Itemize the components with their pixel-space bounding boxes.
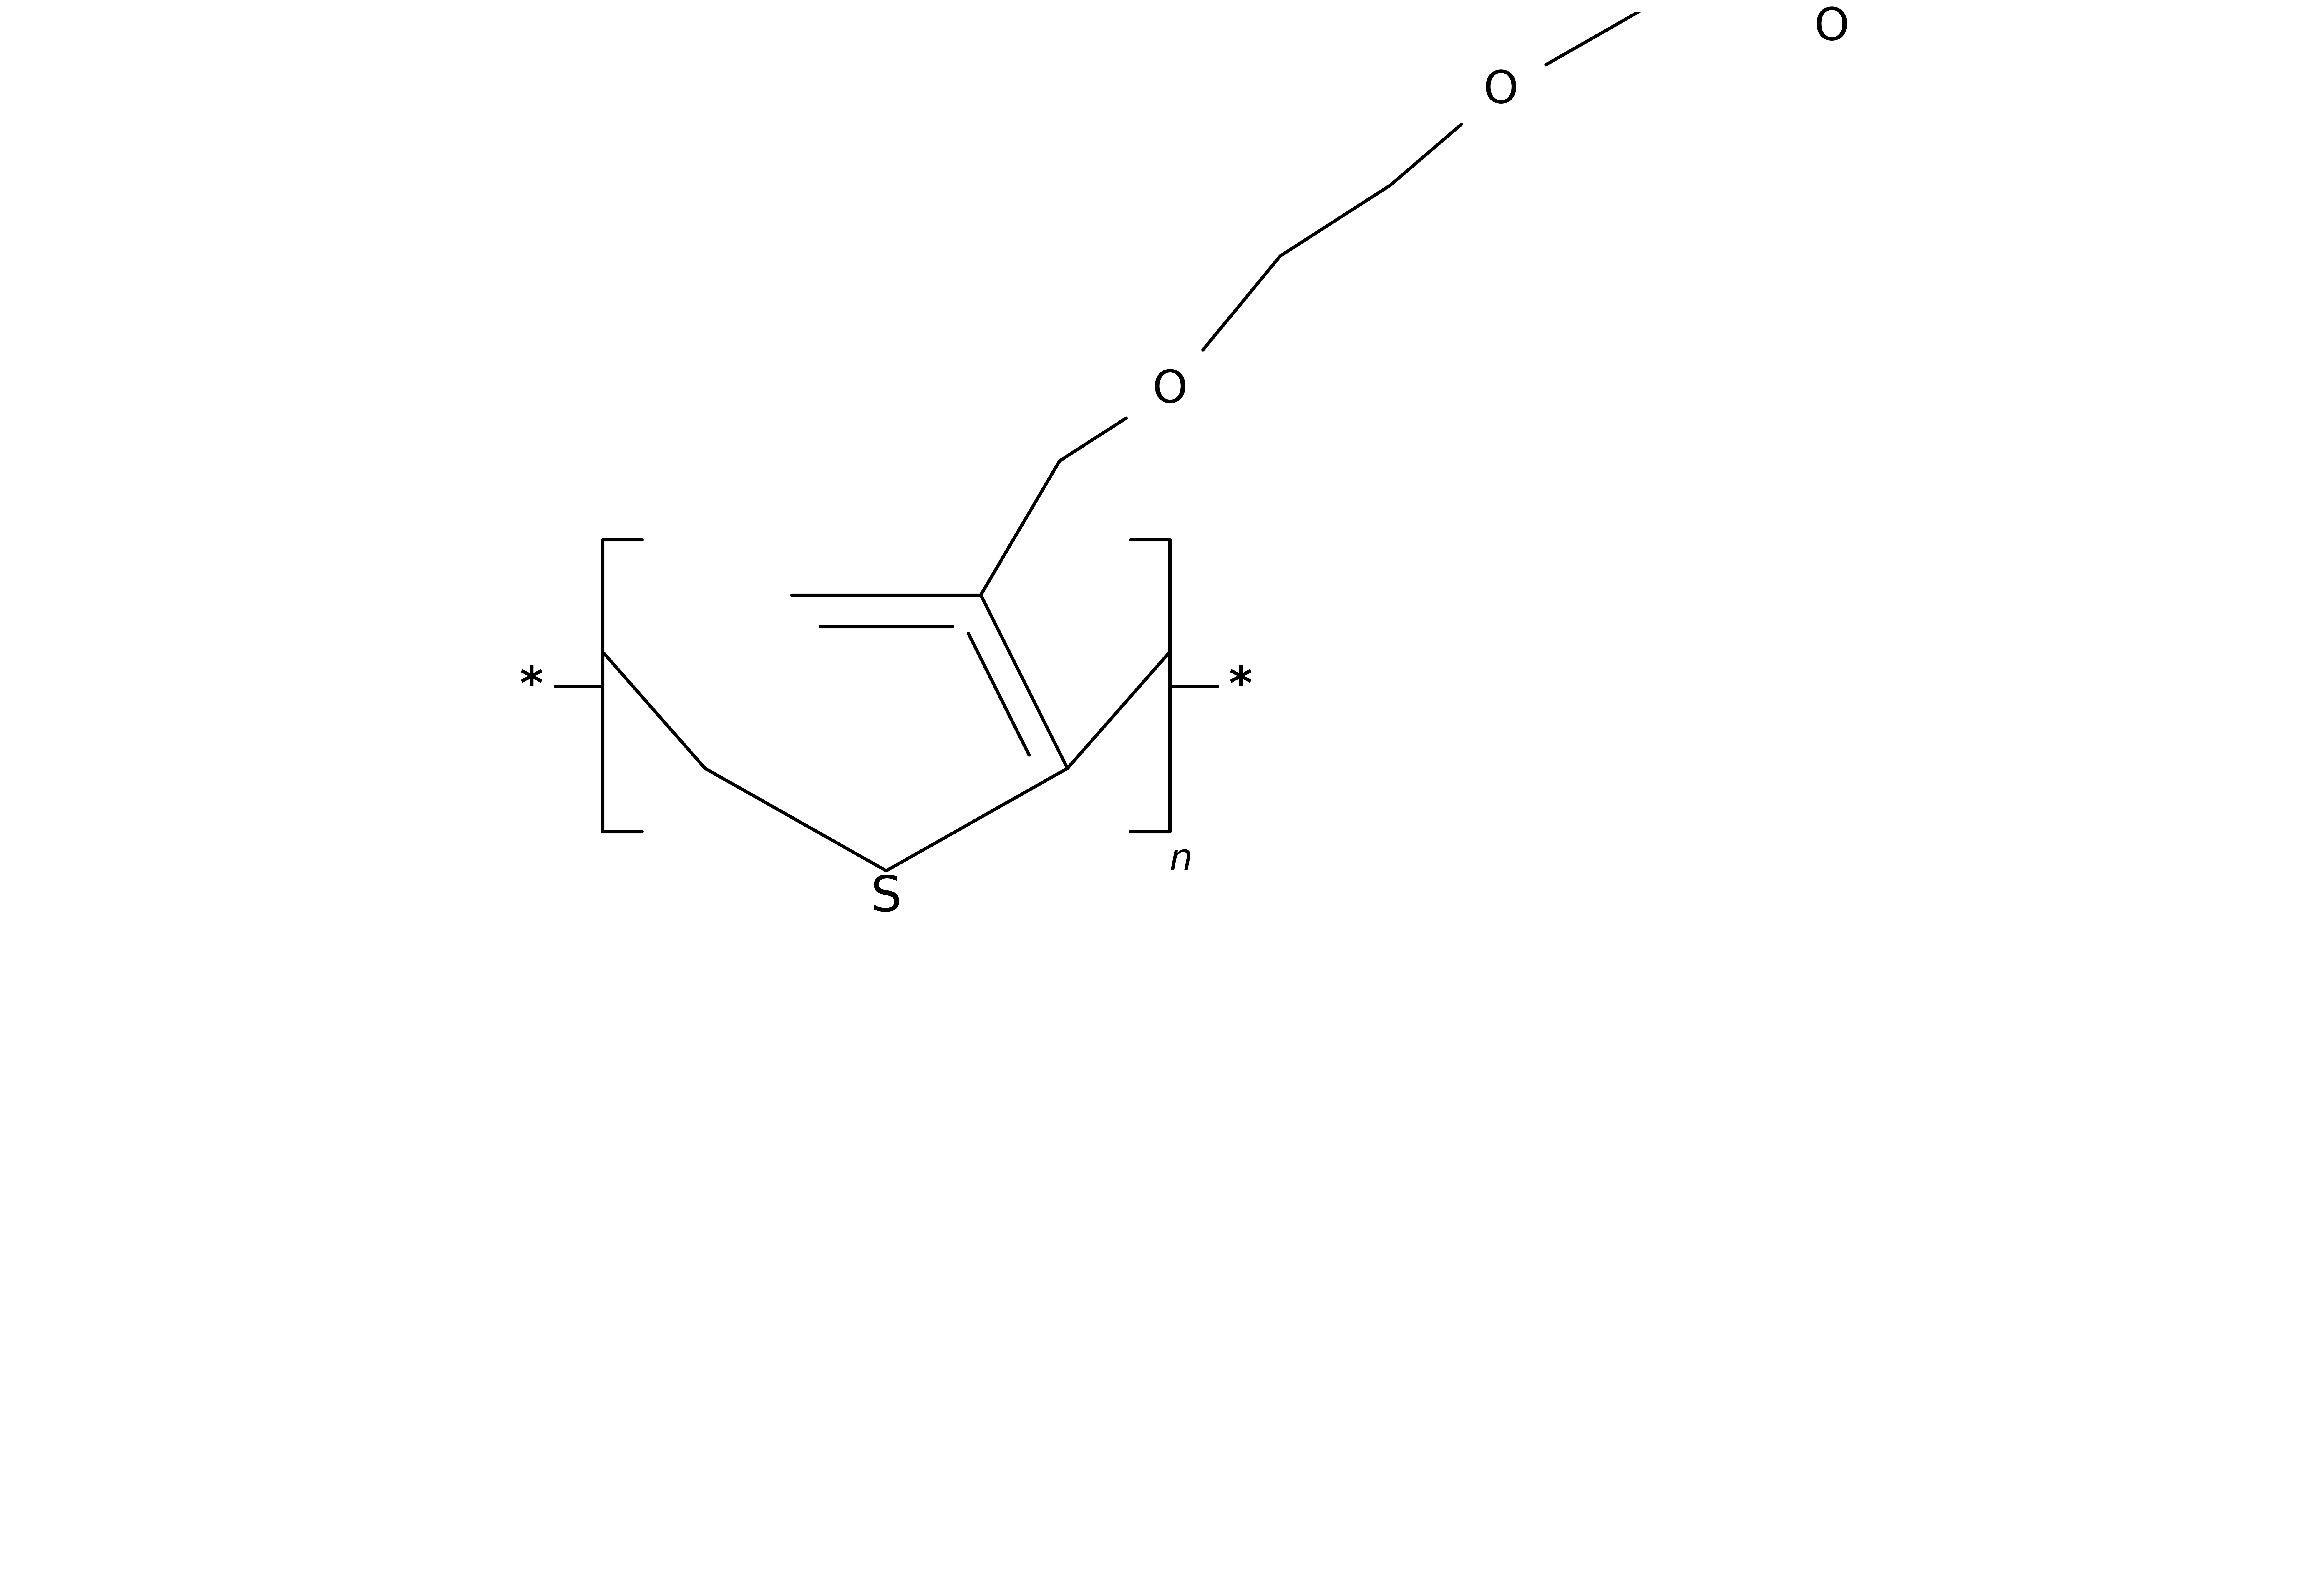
- Text: *: *: [521, 665, 544, 708]
- Text: O: O: [1815, 5, 1850, 49]
- Text: O: O: [1483, 68, 1518, 113]
- Text: O: O: [1153, 369, 1188, 412]
- Text: S: S: [872, 873, 902, 922]
- Text: *: *: [1229, 665, 1253, 708]
- Text: n: n: [1169, 843, 1192, 878]
